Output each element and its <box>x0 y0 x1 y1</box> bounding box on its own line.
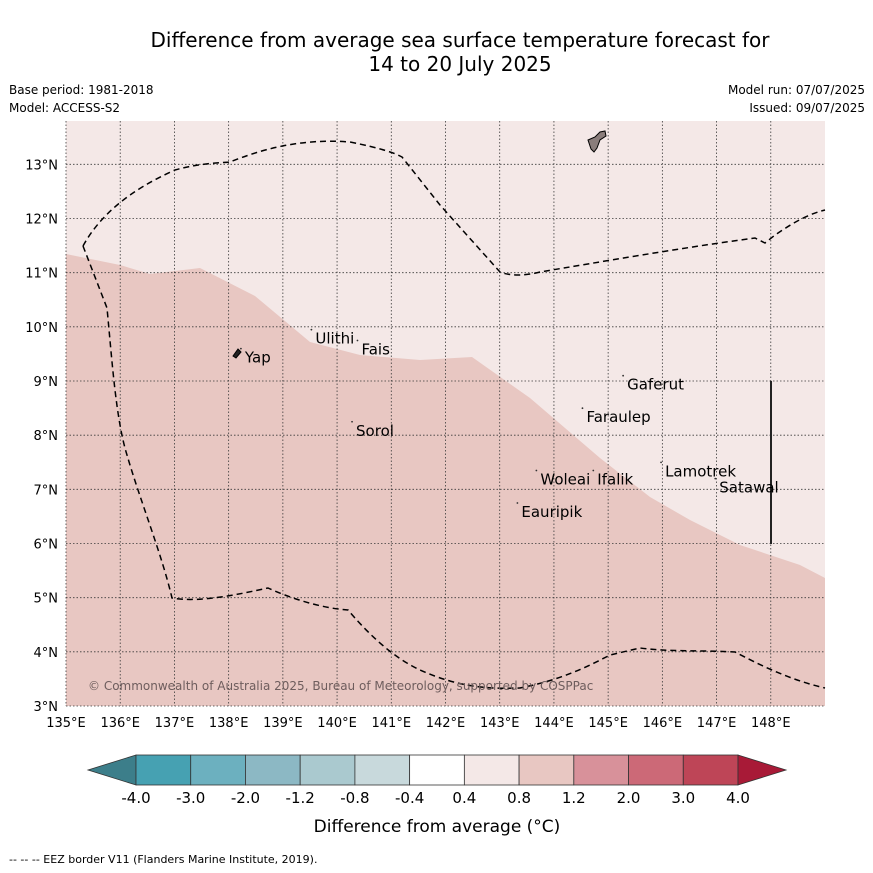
island-dot <box>581 407 584 410</box>
colorbar-tick-label: 0.8 <box>507 789 531 807</box>
longitude-tick-label: 144°E <box>534 716 574 731</box>
longitude-tick-label: 135°E <box>46 716 86 731</box>
island-dot <box>356 339 359 342</box>
colorbar-extend-low <box>86 754 137 786</box>
colorbar-tick-label: 3.0 <box>671 789 695 807</box>
footer-note: -- -- -- EEZ border V11 (Flanders Marine… <box>9 853 318 866</box>
island-dot <box>516 502 519 504</box>
island-dot <box>660 461 662 464</box>
meta-left: Base period: 1981-2018 Model: ACCESS-S2 <box>9 81 154 117</box>
issued-date: Issued: 09/07/2025 <box>749 101 865 115</box>
latitude-tick-label: 6°N <box>34 538 59 553</box>
latitude-tick-label: 9°N <box>34 375 59 390</box>
colorbar-tick-label: -2.0 <box>231 789 260 807</box>
place-label-fais: Fais <box>361 341 390 359</box>
colorbar-segment <box>573 754 629 786</box>
latitude-tick-label: 8°N <box>34 429 59 444</box>
colorbar-segment <box>135 754 192 786</box>
latitude-tick-label: 5°N <box>34 592 59 607</box>
colorbar-tick-label: 0.4 <box>452 789 476 807</box>
island-dot <box>351 420 353 423</box>
place-label-lamotrek: Lamotrek <box>665 462 736 480</box>
guam-island <box>587 130 607 153</box>
latitude-tick-label: 10°N <box>25 321 58 336</box>
copyright-notice: © Commonwealth of Australia 2025, Bureau… <box>88 679 593 693</box>
colorbar-extend-high <box>737 754 788 786</box>
colorbar-segment <box>299 754 356 786</box>
place-label-satawal: Satawal <box>719 479 778 497</box>
latitude-tick-label: 7°N <box>34 483 59 498</box>
place-label-sorol: Sorol <box>356 422 394 440</box>
latitude-tick-label: 3°N <box>34 700 59 715</box>
colorbar-segment <box>682 754 739 786</box>
latitude-tick-label: 12°N <box>25 213 58 228</box>
title-line-2: 14 to 20 July 2025 <box>368 52 552 76</box>
island-dot <box>592 469 595 472</box>
place-label-woleai: Woleai <box>540 471 590 489</box>
latitude-tick-label: 13°N <box>25 158 58 173</box>
longitude-tick-label: 137°E <box>155 716 195 731</box>
island-dot <box>622 374 625 377</box>
model-name: Model: ACCESS-S2 <box>9 101 121 115</box>
longitude-tick-label: 142°E <box>426 716 466 731</box>
colorbar-tick-label: 4.0 <box>726 789 750 807</box>
longitude-tick-label: 136°E <box>100 716 140 731</box>
latitude-tick-label: 4°N <box>34 646 59 661</box>
place-label-gaferut: Gaferut <box>627 376 684 394</box>
island-dot <box>240 347 242 350</box>
meta-right: Model run: 07/07/2025 Issued: 09/07/2025 <box>728 81 865 117</box>
colorbar-tick-label: -4.0 <box>121 789 150 807</box>
anomaly-region-0-8-to-1-2 <box>66 254 825 706</box>
colorbar-tick-label: -0.4 <box>395 789 424 807</box>
longitude-tick-label: 143°E <box>480 716 520 731</box>
colorbar-segment <box>245 754 301 786</box>
place-label-yap: Yap <box>244 349 271 367</box>
colorbar-tick-label: 2.0 <box>617 789 641 807</box>
place-label-faraulep: Faraulep <box>586 408 650 426</box>
title-line-1: Difference from average sea surface temp… <box>150 28 770 52</box>
longitude-tick-label: 145°E <box>588 716 628 731</box>
latitude-tick-labels: 3°N 4°N 5°N 6°N 7°N 8°N 9°N 10°N 11°N 12°N 13°N <box>25 158 58 715</box>
graticule <box>65 121 825 707</box>
yap-island <box>232 348 242 359</box>
colorbar-segment <box>463 754 520 786</box>
island-dot <box>714 477 717 480</box>
base-period: Base period: 1981-2018 <box>9 83 154 97</box>
colorbar <box>86 754 788 786</box>
colorbar-tick-label: -3.0 <box>176 789 205 807</box>
colorbar-segment <box>354 754 411 786</box>
longitude-tick-label: 146°E <box>643 716 683 731</box>
place-label-ulithi: Ulithi <box>315 330 354 348</box>
colorbar-tick-label: -0.8 <box>340 789 369 807</box>
longitude-tick-label: 141°E <box>372 716 412 731</box>
colorbar-segment <box>628 754 684 786</box>
longitude-tick-label: 148°E <box>751 716 791 731</box>
place-label-ifalik: Ifalik <box>597 471 633 489</box>
colorbar-tick-label: -1.2 <box>286 789 315 807</box>
island-dot <box>310 328 313 331</box>
model-run: Model run: 07/07/2025 <box>727 83 865 97</box>
colorbar-tick-labels: -4.0 -3.0 -2.0 -1.2 -0.8 -0.4 0.4 0.8 1.2 2.0 3.0 4… <box>121 789 750 807</box>
place-label-eauripik: Eauripik <box>521 503 582 521</box>
colorbar-tick-label: 1.2 <box>562 789 586 807</box>
place-labels: Yap Ulithi Fais Gaferut Faraulep Sorol Lamotre… <box>240 328 779 521</box>
longitude-tick-label: 140°E <box>317 716 357 731</box>
colorbar-segment <box>409 754 465 786</box>
colorbar-segment <box>190 754 246 786</box>
eez-border-south <box>82 245 826 690</box>
island-dot <box>535 469 538 472</box>
longitude-tick-label: 139°E <box>263 716 303 731</box>
longitude-tick-labels: 135°E 136°E 137°E 138°E 139°E 140°E 141°E 142°E… <box>46 716 790 731</box>
longitude-tick-label: 138°E <box>209 716 249 731</box>
chart-title: Difference from average sea surface temp… <box>80 28 840 76</box>
latitude-tick-label: 11°N <box>25 267 58 282</box>
eez-border-north <box>82 140 826 276</box>
colorbar-segment <box>518 754 575 786</box>
longitude-tick-label: 147°E <box>697 716 737 731</box>
colorbar-title: Difference from average (°C) <box>314 817 561 837</box>
